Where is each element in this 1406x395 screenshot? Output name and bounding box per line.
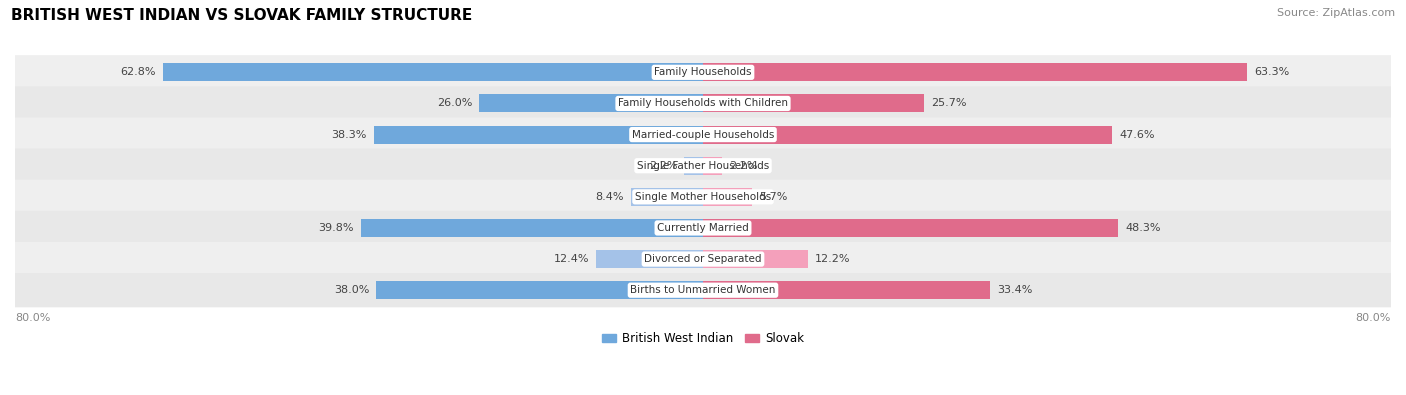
Text: 8.4%: 8.4% (595, 192, 624, 202)
FancyBboxPatch shape (15, 117, 1391, 152)
Bar (703, 63, 1247, 81)
Bar (377, 281, 703, 299)
Text: 33.4%: 33.4% (997, 285, 1032, 295)
Bar (596, 250, 703, 268)
Text: Single Father Households: Single Father Households (637, 161, 769, 171)
Bar (703, 281, 990, 299)
Text: Married-couple Households: Married-couple Households (631, 130, 775, 139)
Text: 2.2%: 2.2% (728, 161, 758, 171)
Bar (361, 219, 703, 237)
FancyBboxPatch shape (15, 180, 1391, 214)
Text: 38.3%: 38.3% (332, 130, 367, 139)
Bar (703, 94, 924, 113)
Text: Births to Unmarried Women: Births to Unmarried Women (630, 285, 776, 295)
FancyBboxPatch shape (15, 211, 1391, 245)
Text: Family Households with Children: Family Households with Children (619, 98, 787, 109)
Text: Family Households: Family Households (654, 67, 752, 77)
Bar (703, 250, 808, 268)
Text: 38.0%: 38.0% (335, 285, 370, 295)
Text: 39.8%: 39.8% (318, 223, 354, 233)
Text: 26.0%: 26.0% (437, 98, 472, 109)
Text: 62.8%: 62.8% (121, 67, 156, 77)
Text: 5.7%: 5.7% (759, 192, 787, 202)
Text: 12.4%: 12.4% (554, 254, 589, 264)
FancyBboxPatch shape (15, 242, 1391, 276)
Bar (703, 126, 1112, 144)
FancyBboxPatch shape (15, 149, 1391, 183)
Text: 48.3%: 48.3% (1125, 223, 1161, 233)
FancyBboxPatch shape (15, 55, 1391, 90)
Legend: British West Indian, Slovak: British West Indian, Slovak (598, 327, 808, 350)
Text: 12.2%: 12.2% (815, 254, 851, 264)
FancyBboxPatch shape (15, 273, 1391, 307)
Bar (703, 188, 752, 206)
Text: Currently Married: Currently Married (657, 223, 749, 233)
Bar (631, 188, 703, 206)
FancyBboxPatch shape (15, 87, 1391, 120)
Text: 63.3%: 63.3% (1254, 67, 1289, 77)
Text: 80.0%: 80.0% (1355, 312, 1391, 323)
Bar (163, 63, 703, 81)
Bar (703, 157, 721, 175)
Text: Source: ZipAtlas.com: Source: ZipAtlas.com (1277, 8, 1395, 18)
Bar (479, 94, 703, 113)
Text: 47.6%: 47.6% (1119, 130, 1154, 139)
Bar (685, 157, 703, 175)
Text: Single Mother Households: Single Mother Households (636, 192, 770, 202)
Bar (374, 126, 703, 144)
Text: 25.7%: 25.7% (931, 98, 966, 109)
Text: 2.2%: 2.2% (648, 161, 678, 171)
Text: Divorced or Separated: Divorced or Separated (644, 254, 762, 264)
Text: 80.0%: 80.0% (15, 312, 51, 323)
Bar (703, 219, 1118, 237)
Text: BRITISH WEST INDIAN VS SLOVAK FAMILY STRUCTURE: BRITISH WEST INDIAN VS SLOVAK FAMILY STR… (11, 8, 472, 23)
